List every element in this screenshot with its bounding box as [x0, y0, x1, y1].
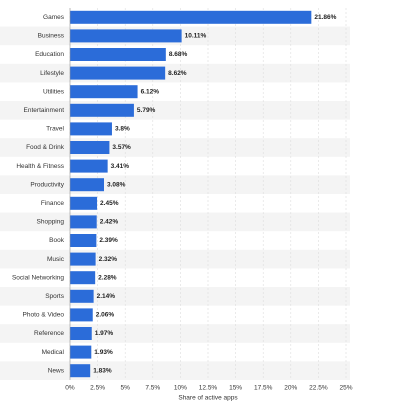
y-tick-label: Social Networking [12, 274, 64, 281]
bar [70, 178, 105, 192]
bar [70, 159, 108, 173]
y-tick-label: Shopping [37, 219, 65, 226]
bar [70, 215, 97, 229]
bar [70, 85, 138, 99]
y-tick-label: Lifestyle [40, 70, 64, 77]
value-label: 2.42% [100, 219, 119, 226]
value-label: 2.45% [100, 200, 119, 207]
bar [70, 103, 134, 117]
bar [70, 308, 93, 322]
value-label: 8.68% [169, 51, 188, 58]
y-tick-label: Utilities [43, 88, 65, 95]
bar [70, 29, 182, 43]
value-label: 2.39% [99, 237, 118, 244]
value-label: 2.28% [98, 274, 117, 281]
y-tick-label: Productivity [30, 181, 64, 188]
x-tick-label: 15% [229, 385, 242, 392]
value-label: 2.14% [97, 293, 116, 300]
bar [70, 48, 166, 61]
y-tick-label: Entertainment [24, 107, 65, 114]
value-label: 3.41% [111, 163, 130, 170]
x-tick-label: 22.5% [309, 385, 328, 392]
value-label: 3.8% [115, 126, 130, 133]
value-label: 3.57% [112, 144, 131, 151]
y-tick-label: Business [38, 33, 65, 40]
bar [70, 271, 96, 285]
bar [70, 327, 92, 340]
bar [70, 234, 97, 247]
bar [70, 289, 94, 303]
y-tick-label: Food & Drink [26, 144, 65, 151]
bar [70, 345, 92, 359]
x-tick-label: 25% [339, 385, 352, 392]
x-tick-label: 20% [284, 385, 297, 392]
y-tick-label: Book [49, 237, 65, 244]
value-label: 1.83% [93, 367, 112, 374]
value-label: 2.32% [99, 256, 118, 263]
x-tick-label: 10% [174, 385, 187, 392]
bar [70, 66, 166, 80]
x-tick-label: 7.5% [145, 385, 160, 392]
value-label: 1.93% [94, 349, 113, 356]
value-label: 10.11% [185, 33, 207, 40]
bar [70, 141, 110, 154]
value-label: 6.12% [141, 88, 160, 95]
bar [70, 196, 98, 210]
y-tick-label: Games [43, 14, 65, 21]
value-label: 1.97% [95, 330, 114, 337]
y-tick-label: Reference [34, 330, 64, 337]
y-tick-label: Travel [46, 126, 64, 133]
bar [70, 364, 91, 378]
y-tick-label: Education [35, 51, 64, 58]
y-tick-label: Finance [41, 200, 65, 207]
bar [70, 122, 112, 136]
y-tick-label: Health & Fitness [16, 163, 64, 170]
x-tick-label: 5% [120, 385, 130, 392]
y-tick-label: Music [47, 256, 65, 263]
value-label: 5.79% [137, 107, 156, 114]
bar [70, 252, 96, 266]
y-tick-label: Sports [45, 293, 65, 300]
y-tick-label: Medical [42, 349, 65, 356]
x-axis-title: Share of active apps [178, 395, 238, 402]
x-tick-label: 2.5% [90, 385, 105, 392]
y-tick-label: Photo & Video [23, 312, 65, 319]
value-label: 2.06% [96, 312, 115, 319]
value-label: 3.08% [107, 181, 126, 188]
x-tick-label: 12.5% [199, 385, 218, 392]
x-tick-label: 17.5% [254, 385, 273, 392]
x-tick-label: 0% [65, 385, 75, 392]
value-label: 8.62% [168, 70, 187, 77]
value-label: 21.86% [314, 14, 336, 21]
bar [70, 10, 312, 24]
y-tick-label: News [48, 367, 65, 374]
